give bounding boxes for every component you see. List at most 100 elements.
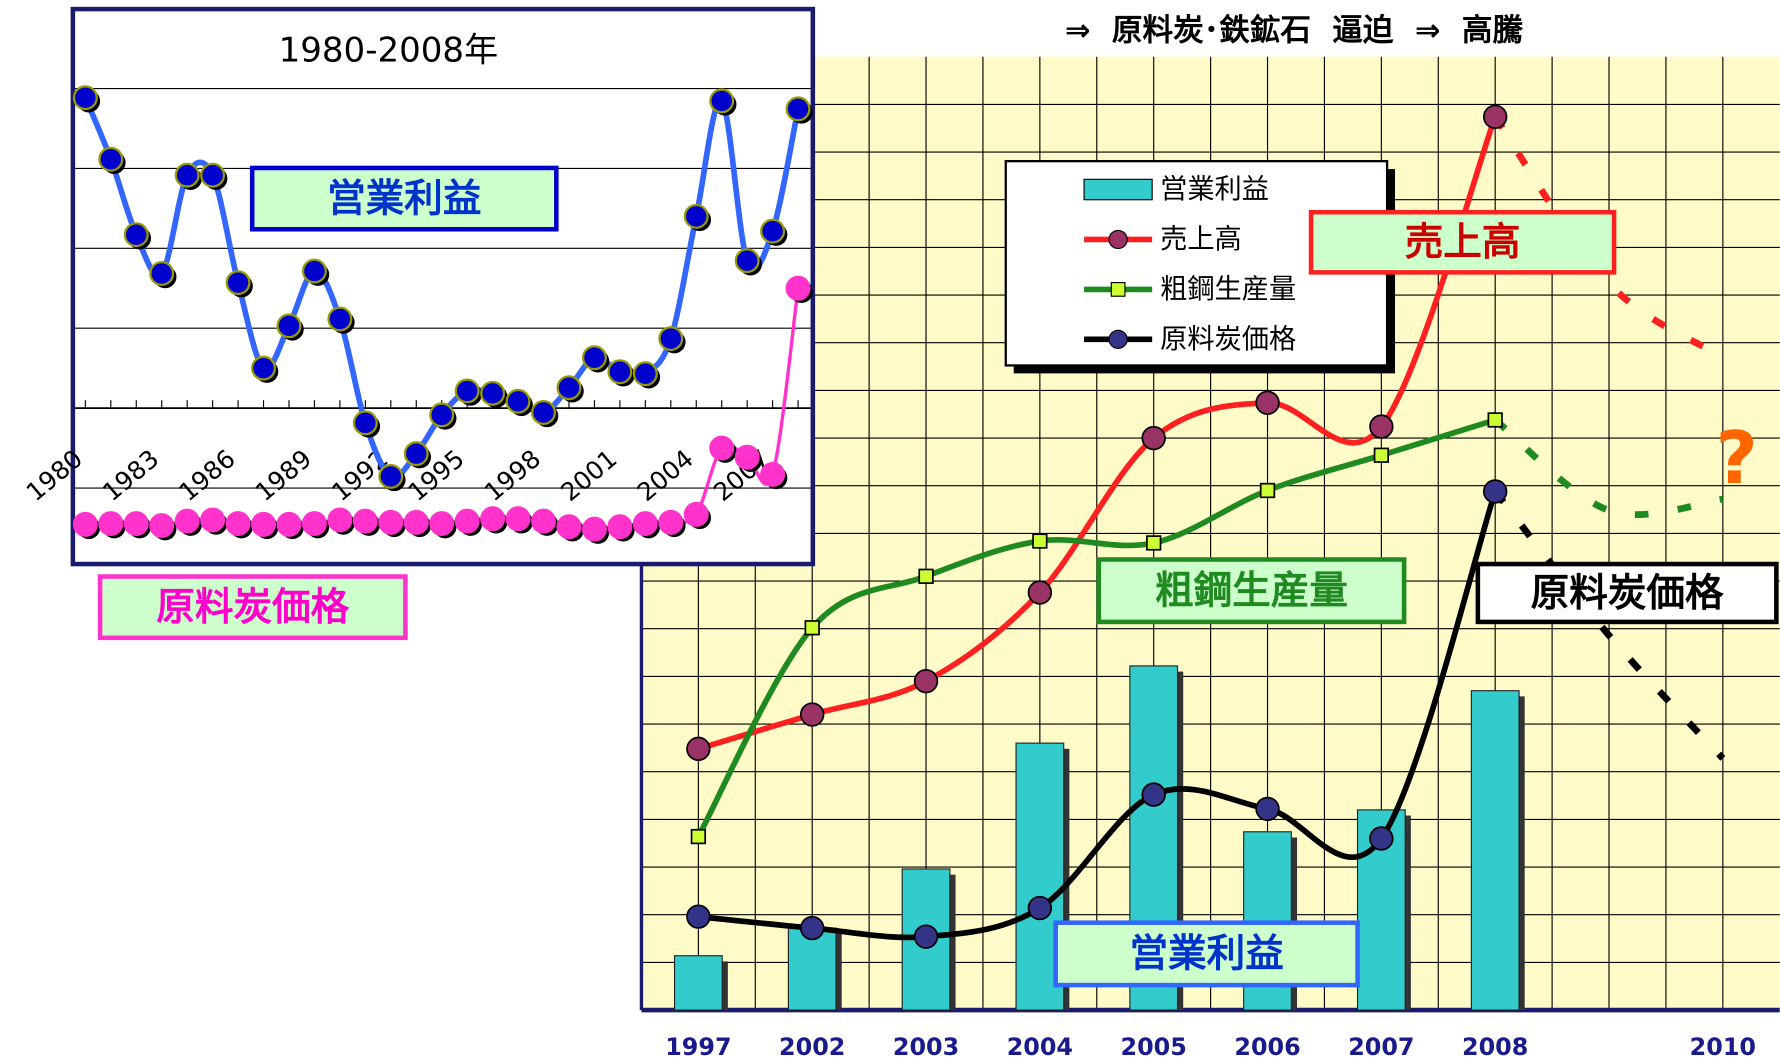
marker bbox=[149, 261, 175, 286]
marker bbox=[327, 306, 353, 332]
marker bbox=[174, 162, 200, 188]
legend-marker bbox=[1108, 329, 1128, 349]
marker bbox=[123, 511, 149, 537]
marker bbox=[658, 509, 684, 535]
line bbox=[697, 115, 1498, 752]
legend-label: 粗鋼生産量 bbox=[1160, 274, 1296, 305]
marker bbox=[1369, 414, 1394, 439]
annotation-box bbox=[1308, 209, 1617, 275]
bar bbox=[1470, 690, 1520, 1011]
marker bbox=[276, 313, 302, 339]
x-tick-label: 2010 bbox=[1690, 1033, 1756, 1060]
marker bbox=[251, 511, 277, 537]
marker bbox=[454, 378, 480, 404]
annotation: 売上高 bbox=[1405, 220, 1521, 265]
marker bbox=[1141, 425, 1166, 451]
marker bbox=[800, 702, 825, 727]
marker bbox=[1259, 482, 1276, 499]
marker bbox=[913, 924, 939, 949]
marker bbox=[531, 508, 557, 534]
marker bbox=[480, 380, 506, 406]
marker bbox=[352, 410, 378, 436]
marker bbox=[1369, 826, 1394, 851]
marker bbox=[403, 509, 429, 535]
marker bbox=[683, 501, 709, 527]
marker bbox=[72, 511, 98, 537]
marker bbox=[556, 514, 582, 540]
forecast-line bbox=[1492, 114, 1725, 360]
x-tick-label: 2004 bbox=[1007, 1033, 1073, 1060]
marker bbox=[690, 828, 707, 845]
annotation: 粗鋼生産量 bbox=[1155, 568, 1348, 613]
marker bbox=[1141, 782, 1166, 807]
x-tick-label: 2003 bbox=[893, 1033, 959, 1060]
marker bbox=[505, 388, 531, 414]
x-tick-label: 2002 bbox=[779, 1033, 845, 1060]
marker bbox=[505, 506, 531, 532]
marker bbox=[632, 361, 658, 387]
marker bbox=[658, 326, 684, 352]
x-tick-label: 1997 bbox=[665, 1033, 731, 1060]
annotation: 原料炭価格 bbox=[1531, 571, 1724, 616]
marker bbox=[98, 511, 124, 537]
marker bbox=[607, 359, 633, 385]
marker bbox=[174, 508, 200, 534]
series-label-box bbox=[249, 165, 559, 232]
annotation: ? bbox=[1716, 417, 1758, 501]
marker bbox=[804, 620, 820, 636]
legend-marker bbox=[1108, 229, 1128, 250]
marker bbox=[480, 506, 506, 532]
marker bbox=[683, 203, 709, 229]
marker bbox=[378, 463, 404, 489]
legend-label: 売上高 bbox=[1160, 224, 1242, 255]
x-tick-label: 2007 bbox=[1348, 1033, 1414, 1060]
marker bbox=[301, 511, 327, 537]
marker bbox=[98, 146, 124, 172]
marker bbox=[301, 258, 327, 284]
annotation-box bbox=[1096, 557, 1407, 625]
marker bbox=[581, 516, 607, 542]
marker bbox=[581, 345, 607, 371]
marker bbox=[1373, 447, 1390, 463]
marker bbox=[785, 96, 811, 122]
marker bbox=[403, 441, 429, 467]
marker bbox=[225, 270, 251, 296]
bar bbox=[673, 955, 723, 1011]
marker bbox=[1255, 796, 1280, 822]
marker bbox=[1487, 412, 1503, 428]
legend-marker bbox=[1110, 282, 1126, 297]
marker bbox=[686, 904, 711, 929]
marker bbox=[709, 88, 735, 114]
marker bbox=[734, 248, 760, 274]
legend-label: 営業利益 bbox=[1160, 174, 1269, 205]
marker bbox=[276, 511, 302, 537]
main-title: ⇒ 原料炭･鉄鉱石 逼迫 ⇒ 高騰 bbox=[1065, 12, 1524, 48]
marker bbox=[632, 511, 658, 537]
marker bbox=[913, 668, 939, 694]
marker bbox=[686, 736, 711, 762]
x-tick-label: 2008 bbox=[1462, 1033, 1528, 1060]
inset-title: 1980-2008年 bbox=[279, 31, 499, 71]
marker bbox=[800, 915, 825, 941]
marker bbox=[1255, 390, 1280, 416]
marker bbox=[251, 355, 277, 381]
marker bbox=[200, 507, 226, 533]
marker bbox=[785, 275, 811, 301]
x-tick-label: 2006 bbox=[1234, 1033, 1300, 1060]
marker bbox=[556, 375, 582, 401]
marker bbox=[225, 511, 251, 537]
marker bbox=[327, 507, 353, 533]
marker bbox=[1482, 479, 1508, 504]
marker bbox=[531, 400, 557, 425]
marker bbox=[352, 508, 378, 534]
x-tick-label: 2005 bbox=[1121, 1033, 1187, 1060]
marker bbox=[918, 568, 934, 584]
annotation-box bbox=[1053, 920, 1360, 988]
marker bbox=[454, 508, 480, 534]
legend-swatch bbox=[1083, 178, 1153, 201]
marker bbox=[429, 402, 455, 428]
inset-frame bbox=[70, 6, 816, 567]
series-label: 原料炭価格 bbox=[156, 585, 349, 630]
series-label: 営業利益 bbox=[327, 176, 481, 221]
